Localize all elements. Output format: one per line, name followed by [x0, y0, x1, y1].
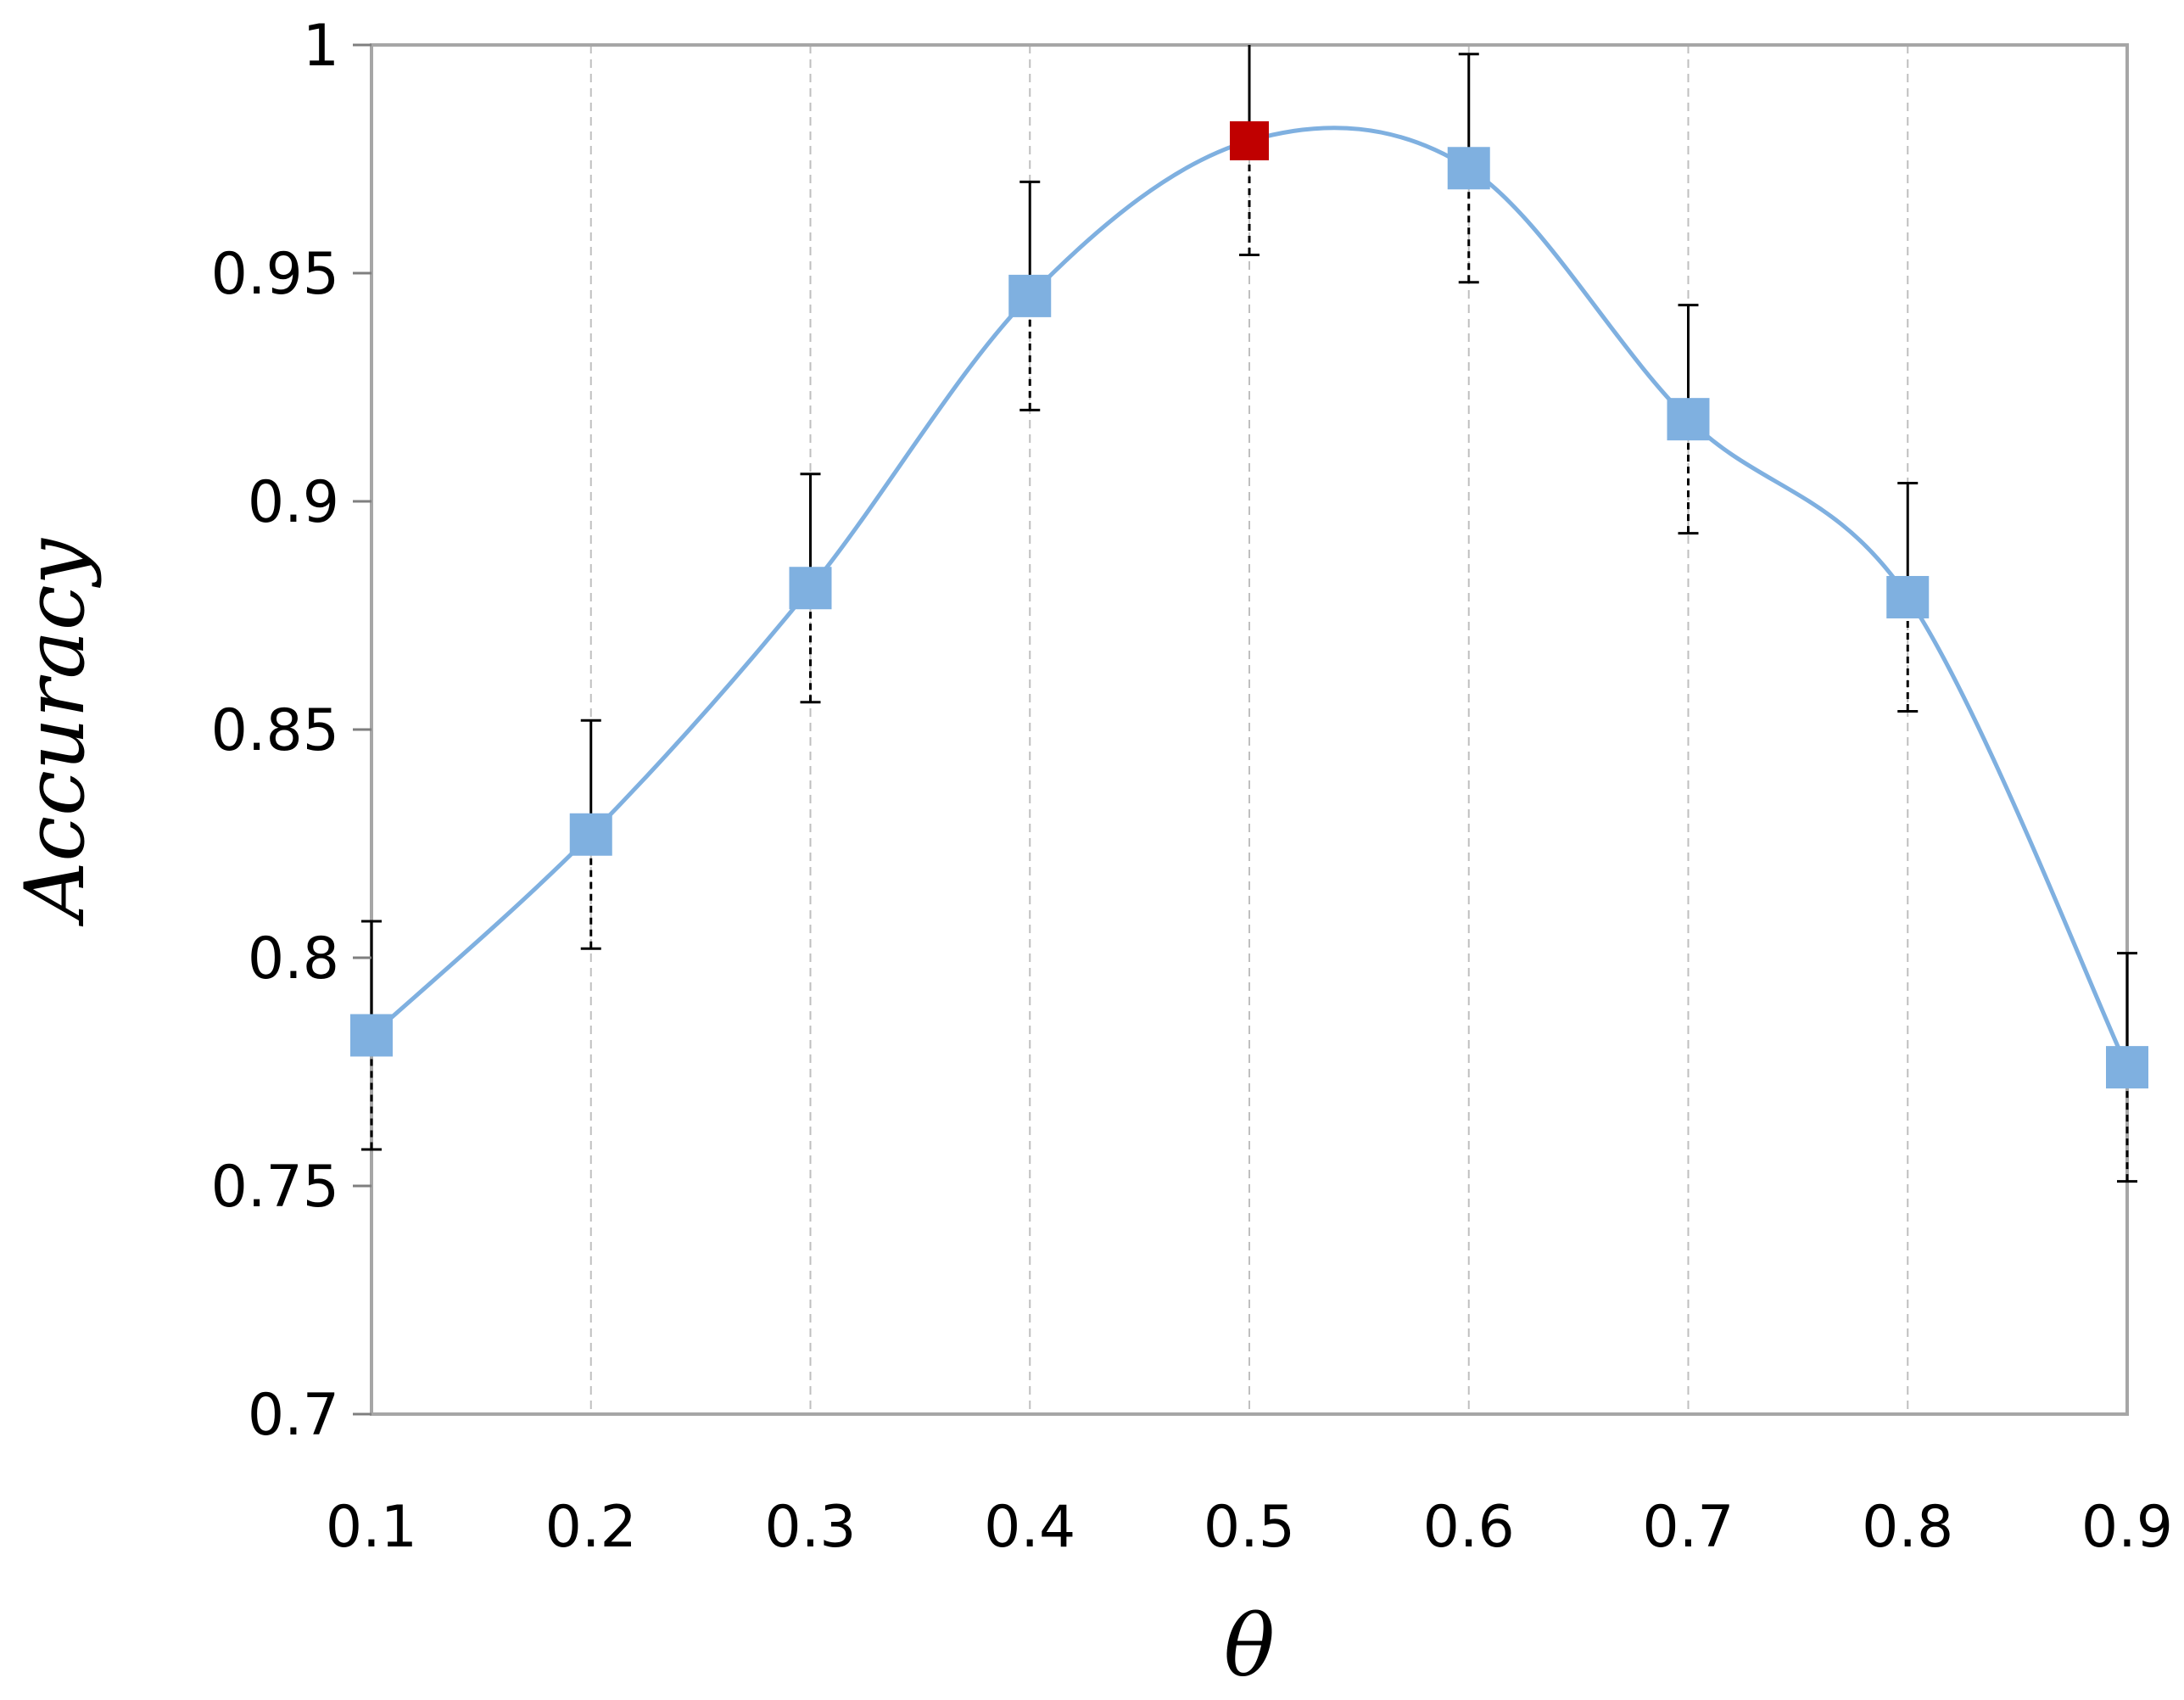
data-point-7 [1667, 398, 1710, 441]
y-tick-label-4: 0.85 [211, 697, 339, 764]
y-tick-label-5: 0.9 [248, 469, 339, 536]
x-tick-label-4: 0.4 [984, 1494, 1075, 1561]
x-axis-tick-labels: 0.1 0.2 0.3 0.4 0.5 0.6 0.7 0.8 0.9 [326, 1494, 2173, 1561]
y-tick-label-7: 1 [303, 13, 339, 80]
y-tick-label-6: 0.95 [211, 241, 339, 308]
x-tick-label-1: 0.1 [326, 1494, 417, 1561]
series-layer [350, 45, 2148, 1183]
data-point-6 [1447, 147, 1490, 190]
y-tick-label-3: 0.8 [248, 925, 339, 993]
data-point-4 [1008, 274, 1052, 317]
x-tick-label-6: 0.6 [1423, 1494, 1515, 1561]
y-tick-label-1: 0.7 [248, 1382, 339, 1449]
data-point-9 [2106, 1046, 2148, 1089]
highlight-marker [1230, 120, 1269, 160]
y-tick-label-2: 0.75 [211, 1154, 339, 1221]
y-axis-tick-labels: 0.7 0.75 0.8 0.85 0.9 0.95 1 [211, 13, 371, 1449]
data-point-2 [569, 813, 612, 856]
y-axis-title: Accuracy [8, 537, 103, 927]
x-tick-label-2: 0.2 [545, 1494, 637, 1561]
x-tick-label-7: 0.7 [1642, 1494, 1734, 1561]
x-tick-label-5: 0.5 [1204, 1494, 1295, 1561]
x-tick-label-8: 0.8 [1862, 1494, 1953, 1561]
x-tick-label-9: 0.9 [2081, 1494, 2173, 1561]
data-point-8 [1886, 575, 1930, 618]
x-axis-title: θ [1224, 1597, 1275, 1696]
x-tick-label-3: 0.3 [764, 1494, 856, 1561]
data-point-1 [350, 1014, 393, 1057]
data-point-3 [789, 567, 832, 610]
